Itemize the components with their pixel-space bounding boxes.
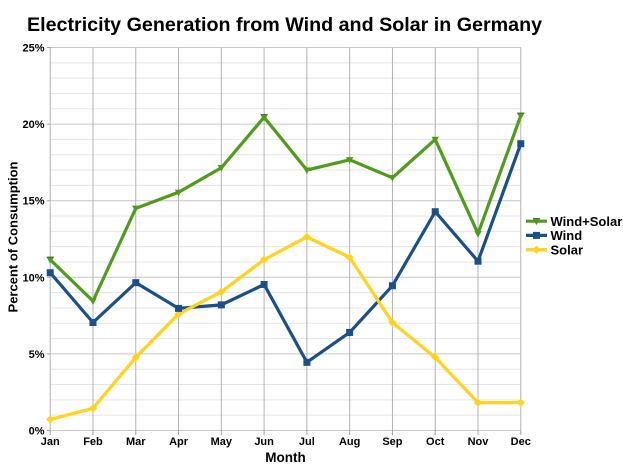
svg-text:5%: 5% xyxy=(29,349,45,361)
svg-text:Sep: Sep xyxy=(382,436,402,448)
svg-text:Mar: Mar xyxy=(126,436,146,448)
svg-text:10%: 10% xyxy=(22,272,44,284)
svg-text:Solar: Solar xyxy=(551,242,584,257)
svg-text:Wind+Solar: Wind+Solar xyxy=(551,214,623,229)
svg-text:20%: 20% xyxy=(22,119,44,131)
svg-text:0%: 0% xyxy=(29,426,45,438)
svg-text:Jun: Jun xyxy=(254,436,274,448)
svg-text:15%: 15% xyxy=(22,196,44,208)
svg-text:Aug: Aug xyxy=(339,436,360,448)
svg-text:Apr: Apr xyxy=(169,436,189,448)
svg-text:Nov: Nov xyxy=(468,436,490,448)
svg-text:Electricity Generation from Wi: Electricity Generation from Wind and Sol… xyxy=(27,14,542,36)
svg-text:Dec: Dec xyxy=(511,436,531,448)
svg-text:25%: 25% xyxy=(22,43,44,55)
svg-text:May: May xyxy=(211,436,233,448)
svg-text:Month: Month xyxy=(265,450,305,465)
svg-text:Wind: Wind xyxy=(551,228,583,243)
svg-text:Jan: Jan xyxy=(41,436,60,448)
svg-text:Feb: Feb xyxy=(83,436,103,448)
svg-text:Percent of Consumption: Percent of Consumption xyxy=(6,161,21,312)
svg-text:Jul: Jul xyxy=(299,436,315,448)
svg-text:Oct: Oct xyxy=(426,436,445,448)
